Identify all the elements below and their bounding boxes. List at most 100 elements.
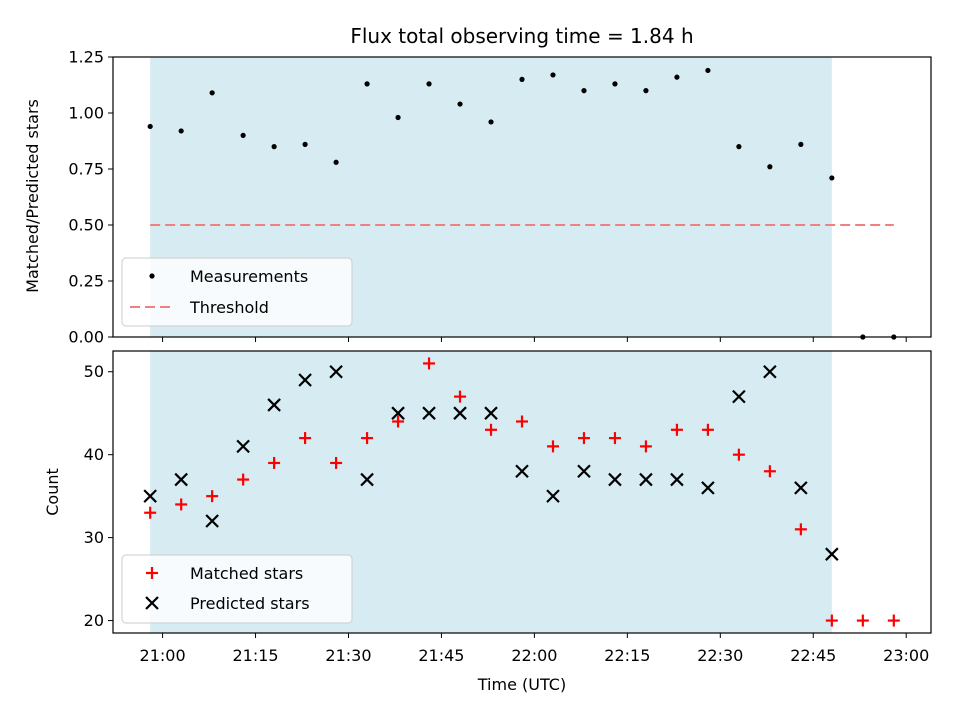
bottom-plot-frame — [112, 350, 932, 634]
top-panel: 0.00 0.25 0.50 0.75 1.00 1.25 Matched/Predict… — [23, 48, 932, 347]
measurement-point — [705, 67, 711, 74]
legend-matched-marker — [146, 567, 158, 579]
top-y-axis-label: Matched/Predicted stars — [23, 99, 42, 293]
top-y-tick-label: 1.00 — [68, 104, 104, 123]
predicted-star-point — [701, 481, 715, 495]
measurement-point — [426, 81, 432, 87]
measurement-point — [674, 74, 680, 80]
measurement-point — [798, 141, 804, 147]
measurement-point — [550, 72, 556, 78]
x-tick-label: 22:15 — [604, 646, 650, 665]
predicted-star-point — [732, 389, 746, 404]
matched-star-point — [577, 432, 590, 445]
matched-star-point — [608, 432, 621, 445]
top-y-tick-label: 0.75 — [68, 160, 104, 179]
legend-predicted-label: Predicted stars — [190, 594, 310, 613]
matched-star-point — [485, 423, 498, 436]
predicted-star-point — [670, 472, 684, 487]
predicted-star-point — [825, 547, 839, 561]
top-plot-frame — [112, 56, 932, 338]
top-y-tick-label: 0.25 — [68, 272, 104, 291]
legend-predicted-marker — [145, 596, 159, 610]
x-tick-label: 21:45 — [418, 646, 464, 665]
measurement-point — [829, 175, 835, 181]
matched-star-point — [794, 523, 807, 536]
top-y-tick-label: 0.50 — [68, 216, 104, 235]
matched-star-point — [144, 506, 157, 519]
top-y-tick-label: 0.00 — [68, 328, 104, 347]
predicted-star-point — [391, 406, 405, 420]
matched-star-point — [361, 432, 374, 445]
measurement-point — [643, 88, 649, 94]
x-tick-label: 22:45 — [790, 646, 836, 665]
predicted-star-point — [608, 472, 622, 487]
predicted-star-point — [360, 472, 374, 487]
legend-matched-label: Matched stars — [190, 564, 303, 583]
bottom-legend: Matched stars Predicted stars — [121, 554, 353, 624]
predicted-star-point — [143, 489, 157, 503]
x-tick-label: 22:30 — [697, 646, 743, 665]
predicted-star-point — [577, 464, 591, 479]
x-tick-label: 22:00 — [511, 646, 557, 665]
measurement-point — [240, 132, 246, 138]
predicted-star-point — [236, 439, 250, 454]
measurement-point — [178, 128, 184, 134]
top-legend: Measurements Threshold — [121, 257, 353, 327]
matched-star-point — [330, 456, 343, 469]
predicted-star-point — [329, 364, 343, 379]
legend-measurement-marker — [149, 273, 155, 279]
x-tick-label: 23:00 — [883, 646, 929, 665]
x-tick-label: 21:15 — [232, 646, 278, 665]
x-tick-label: 21:30 — [325, 646, 371, 665]
matched-star-point — [392, 415, 405, 428]
predicted-star-point — [639, 472, 653, 487]
measurement-point — [581, 88, 587, 94]
measurement-point — [736, 144, 742, 150]
x-axis-label: Time (UTC) — [477, 675, 566, 694]
x-tick-label: 21:00 — [140, 646, 186, 665]
measurement-point — [488, 119, 494, 125]
bottom-y-tick-label: 20 — [84, 611, 104, 630]
matched-star-point — [516, 415, 528, 428]
matched-star-point — [670, 423, 683, 436]
matched-star-point — [206, 490, 219, 503]
bottom-y-tick-label: 30 — [84, 528, 104, 547]
matched-star-point — [887, 614, 900, 627]
predicted-star-point — [205, 514, 219, 528]
measurement-point — [209, 90, 215, 96]
matched-star-point — [763, 465, 776, 478]
legend-threshold-label: Threshold — [189, 298, 269, 317]
measurement-point — [271, 144, 277, 150]
matched-star-point — [175, 498, 188, 511]
predicted-star-point — [267, 398, 281, 412]
measurement-point — [767, 164, 773, 170]
legend-measurements-label: Measurements — [190, 267, 308, 286]
matched-star-point — [546, 440, 559, 453]
measurement-point — [457, 101, 463, 107]
measurement-point — [333, 159, 339, 165]
predicted-star-point — [763, 364, 777, 379]
predicted-star-point — [174, 472, 188, 487]
matched-star-point — [732, 448, 745, 461]
measurement-point — [612, 81, 618, 87]
matched-star-point — [268, 456, 281, 469]
matched-star-point — [299, 432, 312, 445]
chart-title: Flux total observing time = 1.84 h — [350, 24, 693, 48]
predicted-star-point — [298, 373, 312, 387]
bottom-panel: 20 30 40 50 21:00 21:15 21:30 21:45 22:00 22:15 2… — [43, 350, 932, 694]
predicted-star-point — [515, 464, 529, 479]
measurement-point — [147, 123, 153, 130]
matched-star-point — [423, 357, 436, 370]
matched-star-point — [454, 390, 467, 403]
bottom-y-tick-label: 40 — [84, 445, 104, 464]
matched-star-point — [237, 473, 250, 486]
top-y-tick-label: 1.25 — [68, 48, 104, 67]
measurement-point — [519, 76, 525, 82]
measurement-point — [364, 81, 370, 87]
bottom-y-tick-label: 50 — [84, 362, 104, 381]
predicted-star-point — [484, 406, 498, 420]
predicted-star-point — [453, 406, 467, 420]
bottom-y-axis-label: Count — [43, 468, 62, 516]
predicted-star-point — [794, 481, 808, 495]
